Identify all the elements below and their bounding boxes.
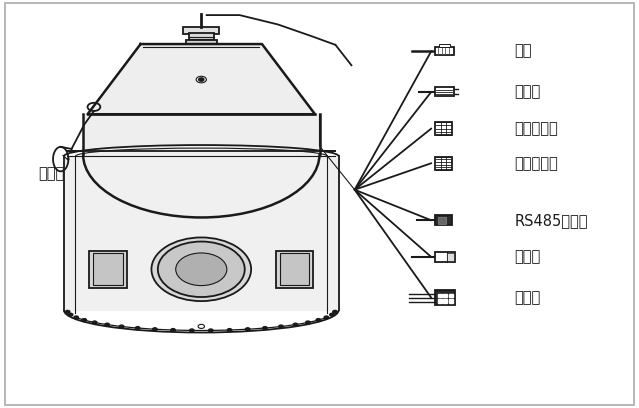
Text: 网线: 网线 — [514, 44, 532, 58]
Circle shape — [68, 313, 73, 316]
Text: 电源线: 电源线 — [514, 290, 541, 305]
Circle shape — [208, 329, 213, 332]
Bar — [435, 87, 454, 96]
Bar — [435, 290, 455, 305]
Circle shape — [135, 327, 140, 330]
Bar — [435, 215, 452, 225]
Circle shape — [74, 316, 79, 319]
Bar — [439, 44, 450, 47]
Bar — [435, 157, 452, 170]
Text: 安全绳: 安全绳 — [38, 166, 65, 181]
Polygon shape — [88, 44, 315, 114]
Circle shape — [82, 319, 86, 322]
Bar — [435, 252, 455, 262]
Bar — [189, 33, 214, 41]
Polygon shape — [64, 156, 339, 310]
Bar — [93, 253, 123, 285]
Circle shape — [176, 253, 227, 286]
Circle shape — [153, 328, 157, 330]
Bar — [447, 253, 454, 261]
Circle shape — [93, 321, 97, 324]
Bar — [438, 299, 442, 303]
Bar — [435, 47, 454, 55]
Circle shape — [324, 316, 328, 319]
Polygon shape — [83, 114, 320, 154]
Polygon shape — [83, 154, 320, 217]
Bar — [89, 251, 127, 288]
Bar — [183, 27, 219, 34]
Circle shape — [171, 328, 175, 331]
Bar — [438, 294, 442, 297]
Circle shape — [199, 78, 204, 81]
Circle shape — [105, 323, 109, 326]
Circle shape — [190, 329, 194, 332]
Circle shape — [305, 321, 310, 324]
Circle shape — [293, 323, 298, 326]
Text: 音频线: 音频线 — [514, 84, 541, 99]
Circle shape — [119, 325, 124, 328]
Bar — [443, 299, 447, 303]
Circle shape — [330, 313, 334, 316]
Circle shape — [316, 319, 321, 322]
Circle shape — [227, 328, 232, 331]
Bar — [435, 122, 452, 135]
Circle shape — [158, 242, 245, 297]
Text: 视频线: 视频线 — [514, 250, 541, 264]
Bar — [449, 294, 453, 297]
Text: RS485控制线: RS485控制线 — [514, 213, 588, 228]
Bar — [438, 217, 446, 224]
Bar — [280, 253, 309, 285]
Bar — [443, 294, 447, 297]
Bar — [186, 40, 217, 44]
Text: 报警输出线: 报警输出线 — [514, 121, 558, 136]
Circle shape — [196, 76, 206, 83]
Circle shape — [65, 310, 70, 313]
Circle shape — [333, 310, 337, 313]
Circle shape — [245, 328, 250, 330]
Bar — [276, 251, 313, 288]
Bar — [449, 299, 453, 303]
Circle shape — [151, 237, 251, 301]
Circle shape — [279, 325, 283, 328]
Circle shape — [263, 327, 267, 330]
Circle shape — [198, 324, 204, 328]
Text: 报警输入线: 报警输入线 — [514, 156, 558, 171]
